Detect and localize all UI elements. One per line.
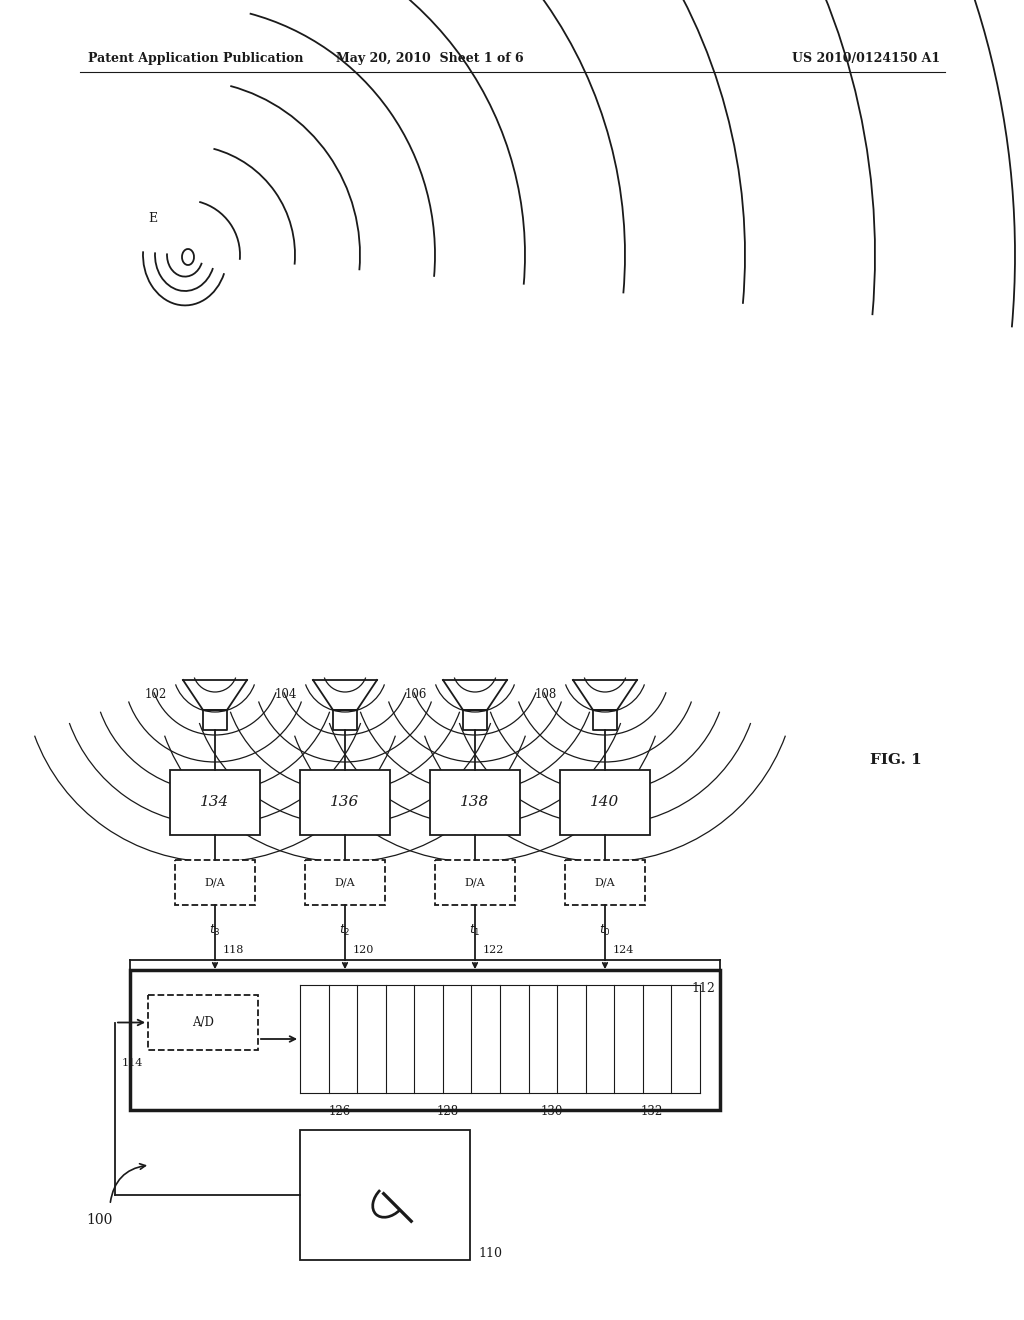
Text: D/A: D/A: [595, 878, 615, 887]
Bar: [148, 995, 258, 1049]
Bar: [175, 861, 255, 906]
Text: D/A: D/A: [205, 878, 225, 887]
Text: 132: 132: [641, 1105, 664, 1118]
Bar: [430, 770, 520, 836]
Text: May 20, 2010  Sheet 1 of 6: May 20, 2010 Sheet 1 of 6: [336, 51, 524, 65]
Bar: [560, 770, 650, 836]
Text: $t_3$: $t_3$: [209, 923, 221, 939]
Text: US 2010/0124150 A1: US 2010/0124150 A1: [792, 51, 940, 65]
Text: $t_1$: $t_1$: [469, 923, 481, 939]
Text: 102: 102: [144, 689, 167, 701]
Text: 110: 110: [478, 1247, 502, 1261]
Text: D/A: D/A: [335, 878, 355, 887]
Text: 140: 140: [591, 796, 620, 809]
Bar: [300, 770, 390, 836]
Text: A/D: A/D: [193, 1016, 214, 1030]
Bar: [435, 861, 515, 906]
Text: 130: 130: [541, 1105, 563, 1118]
Text: 124: 124: [613, 945, 635, 954]
Text: 120: 120: [353, 945, 375, 954]
Text: 104: 104: [274, 689, 297, 701]
Text: 114: 114: [122, 1059, 143, 1068]
Bar: [300, 1130, 470, 1261]
Text: 138: 138: [461, 796, 489, 809]
Bar: [170, 770, 260, 836]
Text: 106: 106: [404, 689, 427, 701]
Text: 122: 122: [483, 945, 505, 954]
Bar: [565, 861, 645, 906]
FancyArrowPatch shape: [111, 1164, 145, 1203]
Text: $t_2$: $t_2$: [339, 923, 351, 939]
Text: FIG. 1: FIG. 1: [870, 752, 922, 767]
Text: 108: 108: [535, 689, 557, 701]
Text: 126: 126: [329, 1105, 351, 1118]
Bar: [130, 970, 720, 1110]
Text: 112: 112: [691, 982, 715, 995]
Text: 134: 134: [201, 796, 229, 809]
Text: 136: 136: [331, 796, 359, 809]
Text: E: E: [147, 213, 157, 224]
Text: 128: 128: [437, 1105, 459, 1118]
Bar: [305, 861, 385, 906]
Text: 100: 100: [87, 1213, 114, 1228]
Text: D/A: D/A: [465, 878, 485, 887]
Text: 118: 118: [223, 945, 245, 954]
Text: $t_0$: $t_0$: [599, 923, 611, 939]
Text: Patent Application Publication: Patent Application Publication: [88, 51, 303, 65]
